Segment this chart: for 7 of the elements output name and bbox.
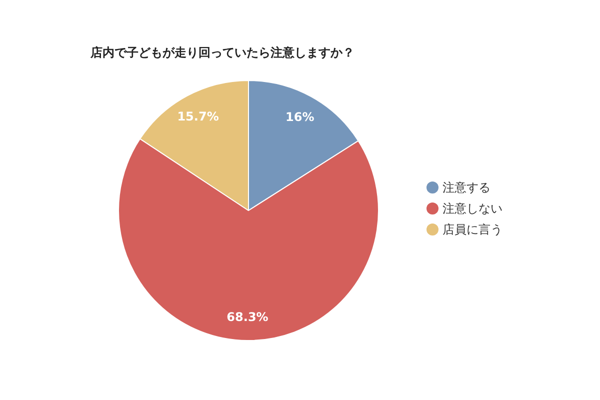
legend-label: 店員に言う: [442, 222, 502, 236]
legend-label: 注意しない: [442, 202, 502, 216]
data-label: 16%: [285, 110, 314, 124]
legend-label: 注意する: [442, 180, 490, 194]
data-label: 68.3%: [226, 310, 268, 324]
chart-title: 店内で子どもが走り回っていたら注意しますか？: [90, 46, 354, 60]
data-label: 15.7%: [177, 110, 219, 124]
